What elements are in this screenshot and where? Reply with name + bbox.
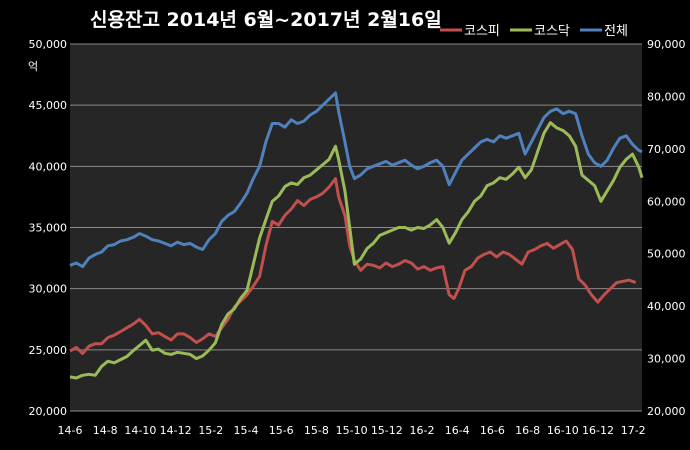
- left-y-tick-label: 45,000: [29, 99, 68, 112]
- x-tick-label: 15-6: [269, 424, 294, 437]
- series-layer: [69, 91, 644, 380]
- x-tick-label: 16-4: [445, 424, 470, 437]
- gridlines: [70, 43, 642, 412]
- x-tick-label: 16-8: [515, 424, 540, 437]
- right-y-tick-label: 80,000: [647, 90, 686, 103]
- right-y-tick-label: 40,000: [647, 300, 686, 313]
- chart-title: 신용잔고 2014년 6월~2017년 2월16일: [90, 9, 442, 31]
- x-tick-label: 15-12: [371, 424, 403, 437]
- x-tick-label: 17-2: [621, 424, 646, 437]
- legend-label: 전체: [604, 24, 628, 39]
- x-tick-label: 16-10: [547, 424, 579, 437]
- right-y-tick-label: 60,000: [647, 195, 686, 208]
- x-tick-label: 15-4: [234, 424, 259, 437]
- series-line-코스닥: [69, 121, 644, 380]
- right-y-tick-label: 90,000: [647, 38, 686, 51]
- left-y-tick-label: 25,000: [29, 344, 68, 357]
- x-tick-label: 16-2: [410, 424, 435, 437]
- x-tick-label: 14-6: [58, 424, 83, 437]
- left-y-tick-label: 30,000: [29, 283, 68, 296]
- series-line-전체: [69, 91, 643, 269]
- x-tick-label: 16-6: [480, 424, 505, 437]
- right-y-tick-label: 70,000: [647, 143, 686, 156]
- left-y-tick-label: 20,000: [29, 405, 68, 418]
- x-tick-label: 16-12: [582, 424, 614, 437]
- left-y-tick-label: 40,000: [29, 160, 68, 173]
- left-y-axis: 20,000 25,000 30,000 35,000 40,000 45,000 50,0…: [29, 38, 68, 418]
- x-tick-label: 15-10: [336, 424, 368, 437]
- right-y-tick-label: 20,000: [647, 405, 686, 418]
- x-tick-label: 14-8: [93, 424, 118, 437]
- legend-label: 코스닥: [534, 24, 570, 39]
- y-axis-label: 억: [28, 60, 38, 73]
- x-axis: 14-6 14-8 14-10 14-12 15-2 15-4 15-6 15-8 15-10 1…: [58, 424, 646, 437]
- legend-label: 코스피: [464, 24, 500, 39]
- x-tick-label: 15-8: [304, 424, 329, 437]
- right-y-tick-label: 50,000: [647, 248, 686, 261]
- x-tick-label: 14-10: [124, 424, 156, 437]
- left-y-tick-label: 50,000: [29, 38, 68, 51]
- x-tick-label: 15-2: [198, 424, 223, 437]
- left-y-tick-label: 35,000: [29, 222, 68, 235]
- right-y-axis: 20,000 30,000 40,000 50,000 60,000 70,000 80,0…: [647, 38, 686, 418]
- legend: 코스피 코스닥 전체: [440, 24, 628, 39]
- right-y-tick-label: 30,000: [647, 353, 686, 366]
- x-tick-label: 14-12: [160, 424, 192, 437]
